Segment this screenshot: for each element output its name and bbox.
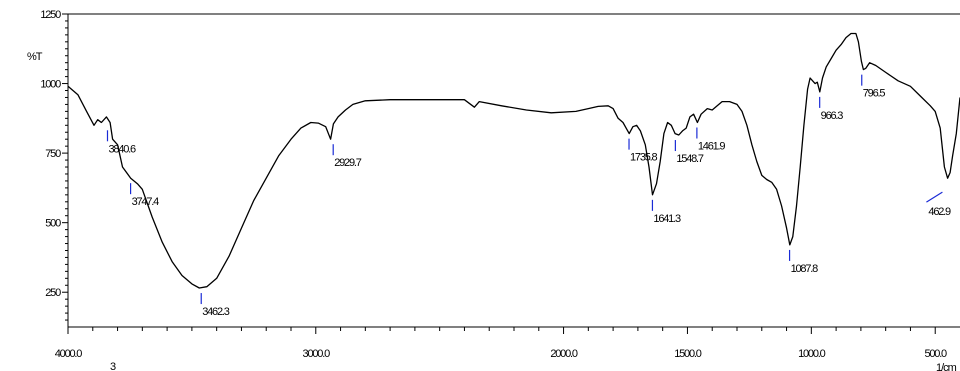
y-tick-label: 500 [45, 218, 61, 230]
y-tick-label: 1250 [40, 9, 61, 21]
y-tick-label: 1000 [40, 79, 61, 91]
spectrum-curve-group [67, 32, 960, 289]
peak-label: 1461.9 [698, 141, 726, 153]
peak-marker [926, 191, 943, 203]
y-tick-label: 250 [45, 287, 61, 299]
peak-label: 1641.3 [653, 213, 681, 225]
x-tick-label: 1500.0 [674, 348, 702, 360]
axis-ticks: 1250 1000 750 500 250 4000.0 3000.0 2000.0 1500.… [40, 9, 948, 360]
plot-frame [67, 13, 960, 328]
x-tick-label: 3000.0 [303, 348, 331, 360]
below-axis-note: 3 [110, 361, 116, 371]
peak-label: 1087.8 [791, 263, 819, 275]
peak-markers: 3840.6 3747.4 3462.3 2929.7 1735.8 1641.3 1548… [106, 74, 952, 318]
x-tick-label: 2000.0 [550, 348, 578, 360]
peak-label: 3462.3 [202, 306, 230, 318]
y-axis-label: %T [27, 51, 43, 63]
peak-label: 2929.7 [334, 157, 362, 169]
spectrum-line [67, 32, 960, 289]
y-tick-label: 750 [45, 148, 61, 160]
peak-label: 3747.4 [132, 196, 160, 208]
peak-label: 3840.6 [108, 143, 136, 155]
peak-label: 966.3 [821, 110, 844, 122]
peak-label: 1548.7 [676, 153, 704, 165]
x-tick-label: 4000.0 [55, 348, 83, 360]
peak-label: 1735.8 [630, 152, 658, 164]
peak-label: 796.5 [863, 88, 886, 100]
peak-label: 462.9 [928, 206, 951, 218]
x-axis-label: 1/cm [936, 362, 957, 371]
x-tick-label: 500.0 [924, 348, 947, 360]
x-tick-label: 1000.0 [798, 348, 826, 360]
